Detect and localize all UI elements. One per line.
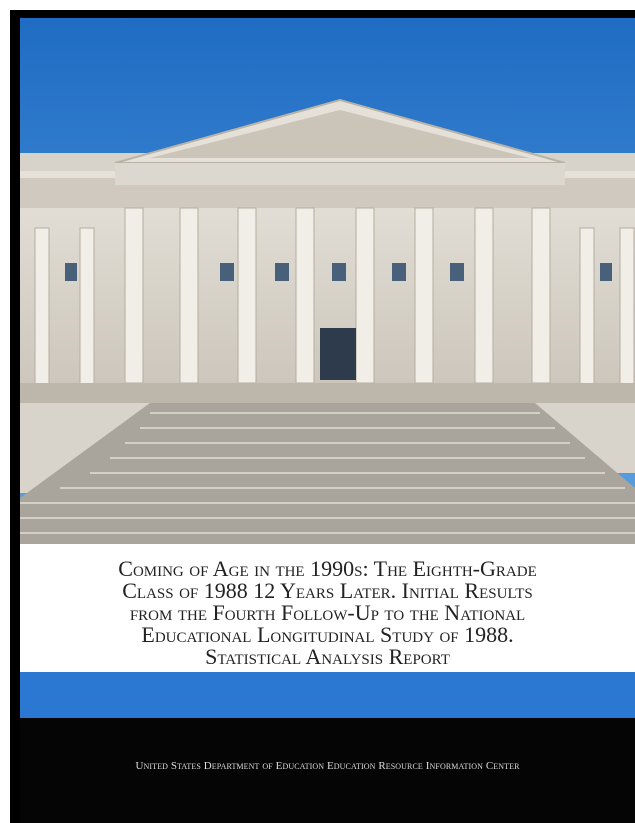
blue-band [20,672,635,718]
cover: Coming of Age in the 1990s: The Eighth-G… [20,18,635,823]
title-line: Class of 1988 12 Years Later. Initial Re… [20,580,635,602]
title-line: from the Fourth Follow-Up to the Nationa… [20,602,635,624]
cover-frame: Coming of Age in the 1990s: The Eighth-G… [10,10,635,823]
capitol-photo [20,18,635,544]
publisher: United States Department of Education Ed… [20,760,635,772]
title-line: Coming of Age in the 1990s: The Eighth-G… [20,558,635,580]
title-line: Statistical Analysis Report [20,646,635,668]
book-title: Coming of Age in the 1990s: The Eighth-G… [20,552,635,678]
black-band: United States Department of Education Ed… [20,718,635,823]
title-line: Educational Longitudinal Study of 1988. [20,624,635,646]
